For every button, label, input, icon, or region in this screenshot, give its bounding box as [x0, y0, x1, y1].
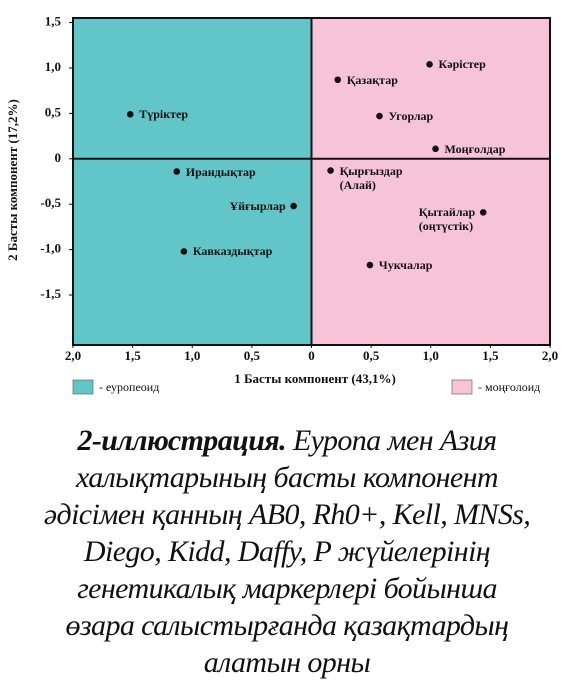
caption-line: өзара салыстырғанда қазақтардың [0, 607, 574, 644]
point [479, 209, 487, 216]
point [334, 76, 342, 84]
point-label: Түріктер [139, 107, 189, 122]
legend-label: - еуропеоид [99, 380, 159, 394]
point [376, 112, 383, 120]
x-axis-label: 1 Басты компонент (43,1%) [234, 371, 396, 386]
point [290, 202, 297, 210]
caption-text: Еуропа мен Азия [292, 424, 497, 457]
x-tick-label: 1,5 [482, 348, 499, 363]
x-tick-label: 0 [308, 348, 315, 363]
point [126, 110, 134, 118]
caption-text: әдісімен қанның AB0, Rh0+, Kell, MNSs, [43, 498, 531, 531]
point [426, 61, 433, 68]
caption-line: Diego, Kidd, Daffy, P жүйелерінің [0, 533, 574, 570]
y-tick-label: 1,0 [45, 59, 61, 74]
x-tick-label: 2,0 [65, 348, 81, 363]
caption-line: алатын орны [0, 644, 574, 681]
y-tick-label: 0 [55, 150, 62, 165]
point-label: Угорлар [388, 109, 434, 124]
point-label: Ирандықтар [185, 164, 256, 179]
caption-text: өзара салыстырғанда қазақтардың [65, 609, 509, 642]
point [327, 167, 334, 174]
region-left [73, 18, 312, 345]
point-label: Қазақтар [346, 72, 398, 87]
x-tick-label: 1,0 [184, 348, 200, 363]
y-tick-label: 0,5 [45, 104, 62, 119]
point-label: Кавказдықтар [192, 244, 273, 259]
x-tick-label: 0,5 [363, 348, 380, 363]
point-label: Кәрістер [438, 57, 486, 72]
y-tick-label: -1,5 [40, 286, 61, 301]
point [180, 248, 188, 255]
y-axis-label: 2 Басты компонент (17,2%) [5, 99, 20, 261]
point-label: Қырғыздар (Алай) [339, 163, 403, 192]
point [432, 145, 439, 153]
x-tick-label: 2,0 [542, 348, 558, 363]
point-label: Қытайлар (оңтүстік) [418, 205, 476, 234]
point-label: Моңғолдар [444, 141, 506, 156]
caption-text: генетикалық маркерлері бойынша [77, 572, 497, 605]
caption-line: генетикалық маркерлері бойынша [0, 570, 574, 607]
chart: 1 Басты компонент (43,1%) 2 Басты компон… [5, 14, 558, 395]
caption-line: халықтарының басты компонент [0, 459, 574, 496]
legend-swatch [451, 379, 473, 395]
point-label: Ұйғырлар [229, 199, 286, 214]
point [366, 261, 374, 269]
point [173, 168, 181, 175]
y-tick-label: -0,5 [40, 195, 61, 210]
caption-text: Diego, Kidd, Daffy, P жүйелерінің [83, 535, 491, 568]
caption-text: алатын орны [203, 646, 371, 679]
caption: 2-иллюстрация. Еуропа мен Азия халықтарын… [0, 422, 574, 681]
caption-label: 2-иллюстрация. [77, 424, 287, 457]
caption-line: әдісімен қанның AB0, Rh0+, Kell, MNSs, [0, 496, 574, 533]
y-tick-label: 1,5 [45, 14, 62, 29]
legend-label: - моңғолоид [478, 380, 540, 394]
legend-swatch [72, 379, 94, 395]
caption-text: халықтарының басты компонент [75, 461, 499, 494]
caption-line: 2-иллюстрация. Еуропа мен Азия [0, 422, 574, 459]
x-tick-label: 1,5 [125, 348, 142, 363]
region-right [311, 18, 550, 345]
x-tick-label: 1,0 [423, 348, 439, 363]
y-tick-label: -1,0 [40, 241, 61, 256]
point-label: Чукчалар [378, 258, 433, 273]
x-tick-label: 0,5 [244, 348, 261, 363]
